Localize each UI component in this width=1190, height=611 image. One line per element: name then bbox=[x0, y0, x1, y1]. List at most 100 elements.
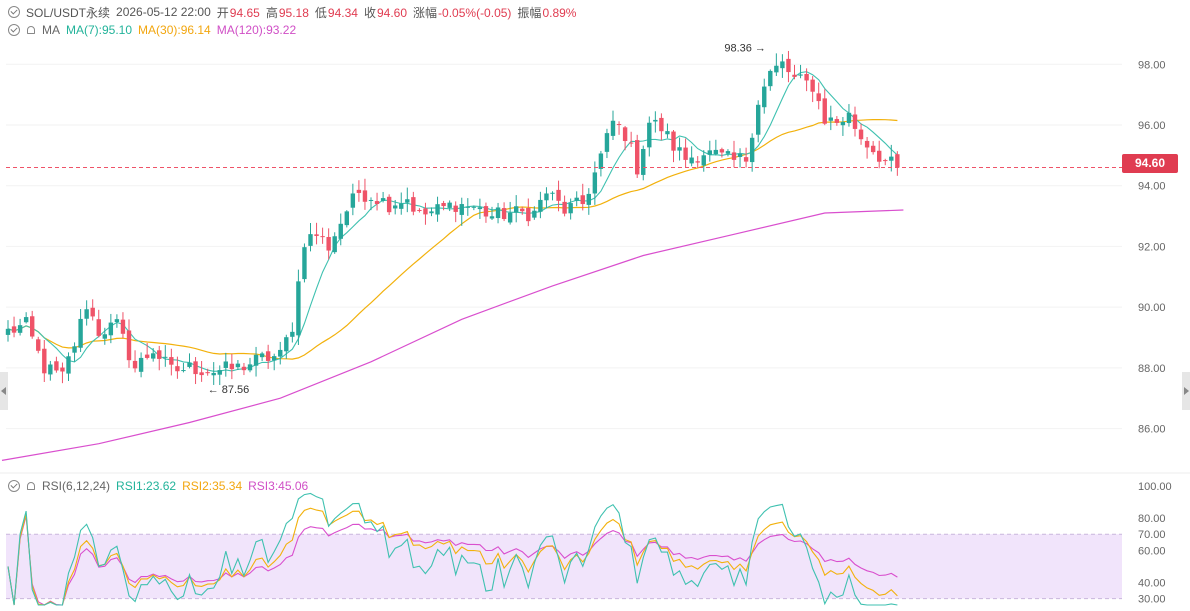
close-value: 94.60 bbox=[376, 5, 408, 20]
candle-body bbox=[362, 190, 368, 202]
candle-body bbox=[556, 189, 561, 201]
bell-icon[interactable] bbox=[26, 481, 36, 492]
rsi-indicator-label[interactable]: RSI(6,12,24) bbox=[42, 479, 111, 493]
candle-body bbox=[858, 129, 864, 140]
ma-indicator-label[interactable]: MA bbox=[42, 23, 60, 37]
candle-body bbox=[816, 93, 821, 102]
candle-body bbox=[526, 208, 531, 222]
candle-body bbox=[489, 216, 495, 219]
current-price-tag: 94.60 bbox=[1122, 154, 1178, 173]
candle-body bbox=[828, 117, 833, 121]
high-label: 高 bbox=[265, 5, 278, 20]
ma-legend-row: MA MA(7):95.10 MA(30):96.14 MA(120):93.2… bbox=[8, 21, 296, 39]
ma30-legend: MA(30):96.14 bbox=[138, 23, 211, 37]
rsi-band bbox=[6, 534, 1122, 599]
rsi-tick-label: 80.00 bbox=[1138, 513, 1166, 525]
candle-body bbox=[120, 319, 126, 334]
price-extreme-label: ← 87.56 bbox=[208, 384, 250, 396]
y-tick-label: 94.00 bbox=[1138, 181, 1166, 193]
candle-body bbox=[126, 330, 132, 361]
candle-body bbox=[514, 206, 519, 213]
scroll-left-handle[interactable] bbox=[0, 372, 8, 410]
candle-body bbox=[810, 79, 815, 92]
candle-body bbox=[889, 156, 894, 161]
candle-body bbox=[792, 74, 797, 77]
chevron-circle-icon[interactable] bbox=[8, 6, 20, 18]
candle-body bbox=[211, 372, 216, 376]
candle-body bbox=[102, 334, 107, 339]
candle-body bbox=[465, 206, 470, 208]
candle-body bbox=[151, 353, 156, 359]
candle-body bbox=[253, 354, 259, 366]
candle-body bbox=[507, 212, 513, 223]
candle-body bbox=[374, 201, 380, 204]
candle-body bbox=[737, 153, 743, 157]
candle-body bbox=[235, 363, 241, 368]
candle-body bbox=[405, 199, 410, 203]
chevron-circle-icon[interactable] bbox=[8, 24, 20, 36]
candle-body bbox=[471, 206, 477, 208]
candle-body bbox=[417, 209, 422, 212]
candle-body bbox=[604, 133, 610, 152]
candle-body bbox=[169, 357, 174, 365]
rsi1-line bbox=[7, 492, 898, 606]
candle-body bbox=[338, 223, 343, 239]
candle-body bbox=[284, 337, 289, 352]
candle-body bbox=[144, 354, 150, 358]
candle-body bbox=[399, 203, 404, 209]
price-extreme-label: 98.36 → bbox=[724, 42, 766, 54]
candle-body bbox=[193, 361, 198, 375]
ma120-legend: MA(120):93.22 bbox=[216, 23, 297, 37]
candle-body bbox=[598, 153, 604, 169]
scroll-right-handle[interactable] bbox=[1182, 372, 1190, 410]
open-label: 开 bbox=[216, 5, 229, 20]
candle-body bbox=[635, 140, 640, 175]
y-tick-label: 86.00 bbox=[1138, 424, 1166, 436]
candle-body bbox=[247, 364, 253, 371]
candle-body bbox=[296, 281, 301, 336]
candle-body bbox=[550, 192, 555, 194]
chevron-circle-icon[interactable] bbox=[8, 480, 20, 492]
candle-body bbox=[586, 193, 591, 205]
candle-body bbox=[30, 316, 35, 337]
candle-body bbox=[356, 189, 362, 193]
candle-body bbox=[786, 58, 791, 73]
candle-body bbox=[84, 309, 89, 319]
candle-body bbox=[72, 346, 77, 353]
candle-body bbox=[501, 208, 507, 220]
candle-body bbox=[5, 328, 11, 335]
candle-body bbox=[423, 208, 428, 215]
candle-body bbox=[320, 236, 325, 238]
candle-body bbox=[562, 201, 567, 214]
candle-body bbox=[780, 61, 785, 69]
amplitude-value: 0.89% bbox=[542, 5, 577, 20]
candle-body bbox=[163, 356, 168, 358]
candle-body bbox=[302, 247, 307, 280]
candle-body bbox=[259, 353, 265, 358]
candle-body bbox=[719, 149, 725, 153]
candle-body bbox=[616, 124, 622, 126]
candle-body bbox=[592, 172, 598, 194]
candle-body bbox=[429, 211, 434, 214]
candle-body bbox=[762, 86, 767, 108]
candle-body bbox=[290, 331, 295, 337]
candle-body bbox=[532, 210, 537, 218]
candle-body bbox=[877, 150, 882, 162]
high-value: 95.18 bbox=[278, 5, 309, 20]
candle-body bbox=[768, 70, 773, 87]
candle-body bbox=[665, 131, 670, 135]
candle-body bbox=[181, 370, 186, 372]
candle-body bbox=[477, 207, 483, 210]
candle-body bbox=[798, 74, 803, 76]
candle-body bbox=[60, 367, 65, 372]
candle-body bbox=[538, 199, 543, 212]
ma7-legend: MA(7):95.10 bbox=[66, 23, 133, 37]
candle-body bbox=[199, 372, 204, 376]
candle-body bbox=[217, 370, 222, 375]
low-value: 94.34 bbox=[327, 5, 358, 20]
change-label: 涨幅 bbox=[413, 5, 438, 20]
bell-icon[interactable] bbox=[26, 25, 36, 36]
ma7-line bbox=[7, 71, 898, 372]
candle-body bbox=[677, 147, 682, 151]
